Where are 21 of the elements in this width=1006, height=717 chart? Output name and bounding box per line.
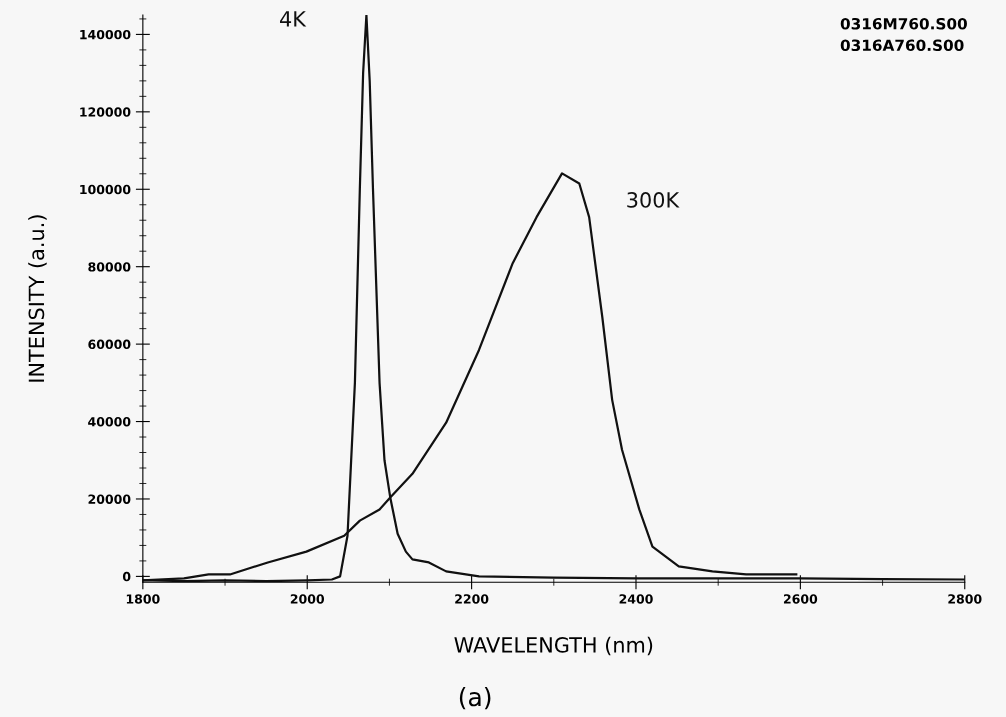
- annotation: 0316M760.S00: [840, 17, 967, 30]
- y-axis-title: INTENSITY (a.u.): [28, 215, 47, 382]
- series-label: 300K: [627, 192, 680, 208]
- y-tick-label: 0: [122, 571, 131, 582]
- y-tick-label: 140000: [80, 29, 131, 40]
- y-tick-label: 20000: [88, 494, 131, 504]
- x-tick-label: 2800: [948, 594, 982, 604]
- x-tick-label: 2600: [783, 594, 818, 604]
- x-tick-label: 2400: [619, 594, 653, 604]
- x-axis-title: WAVELENGTH (nm): [454, 636, 653, 656]
- text: (a): [459, 687, 491, 710]
- y-tick-label: 80000: [88, 262, 131, 272]
- x-tick-label: 2000: [290, 594, 325, 604]
- y-tick-label: 100000: [80, 184, 131, 195]
- x-tick-label: 1800: [126, 594, 160, 604]
- text: 4K: [280, 11, 307, 27]
- y-tick-label: 120000: [80, 107, 131, 117]
- y-tick-label: 40000: [88, 417, 131, 427]
- annotation: 0316A760.S00: [840, 39, 964, 52]
- y-tick-label: 60000: [88, 339, 131, 350]
- x-tick-label: 2200: [455, 594, 489, 604]
